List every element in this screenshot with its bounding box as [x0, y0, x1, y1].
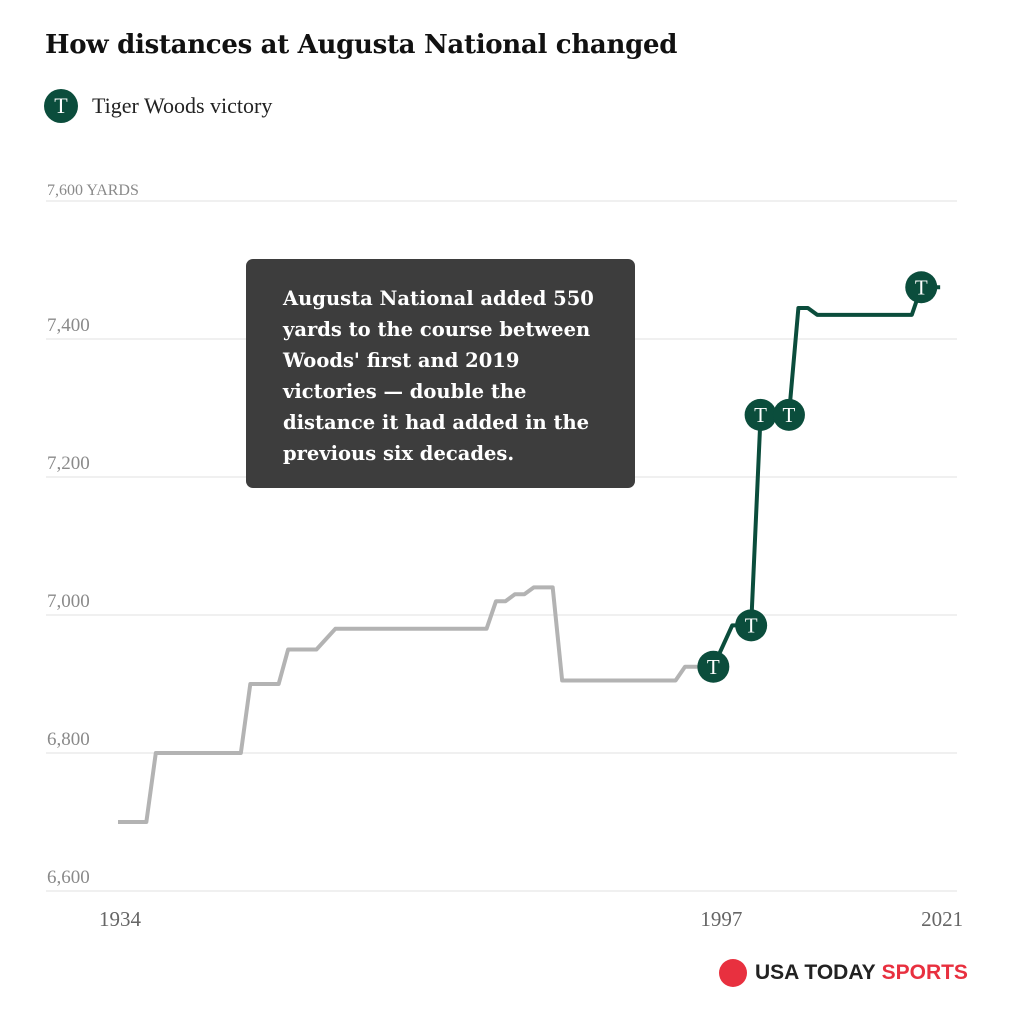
victory-marker: T: [735, 609, 768, 642]
victory-marker-label: T: [707, 655, 720, 679]
x-tick-label: 2021: [921, 907, 963, 931]
victory-marker-label: T: [754, 403, 767, 427]
y-tick-label: 7,200: [47, 453, 90, 474]
series-line-before-woods: [118, 585, 714, 824]
y-tick-label: 7,600 YARDS: [47, 182, 139, 199]
annotation-box: Augusta National added 550 yards to the …: [246, 259, 635, 488]
legend: T Tiger Woods victory: [44, 89, 272, 123]
victory-marker: T: [905, 271, 938, 304]
victory-marker: T: [697, 650, 730, 683]
logo-text-usa-today: USA TODAY: [755, 961, 876, 984]
victory-marker-label: T: [915, 275, 928, 299]
victory-marker-label: T: [783, 403, 796, 427]
victory-marker: T: [772, 398, 805, 431]
usa-today-sports-logo: USA TODAY SPORTS: [719, 959, 968, 987]
victory-marker-circle: [905, 271, 938, 304]
victory-marker: T: [744, 398, 777, 431]
x-tick-label: 1934: [99, 907, 142, 931]
victory-marker-circle: [697, 650, 730, 683]
tiger-victory-marker-icon: T: [44, 89, 78, 123]
legend-label: Tiger Woods victory: [92, 93, 273, 118]
x-tick-label: 1997: [700, 907, 742, 931]
victory-marker-circle: [744, 398, 777, 431]
victory-marker-label: T: [745, 613, 758, 637]
y-tick-label: 7,000: [47, 591, 90, 612]
victory-marker-circle: [772, 398, 805, 431]
logo-dot-icon: [719, 959, 747, 987]
logo-text-sports: SPORTS: [881, 961, 968, 984]
y-tick-label: 6,600: [47, 867, 90, 888]
chart-title: How distances at Augusta National change…: [45, 30, 678, 60]
victory-marker-circle: [735, 609, 768, 642]
y-tick-label: 6,800: [47, 729, 90, 750]
y-tick-label: 7,400: [47, 315, 90, 336]
